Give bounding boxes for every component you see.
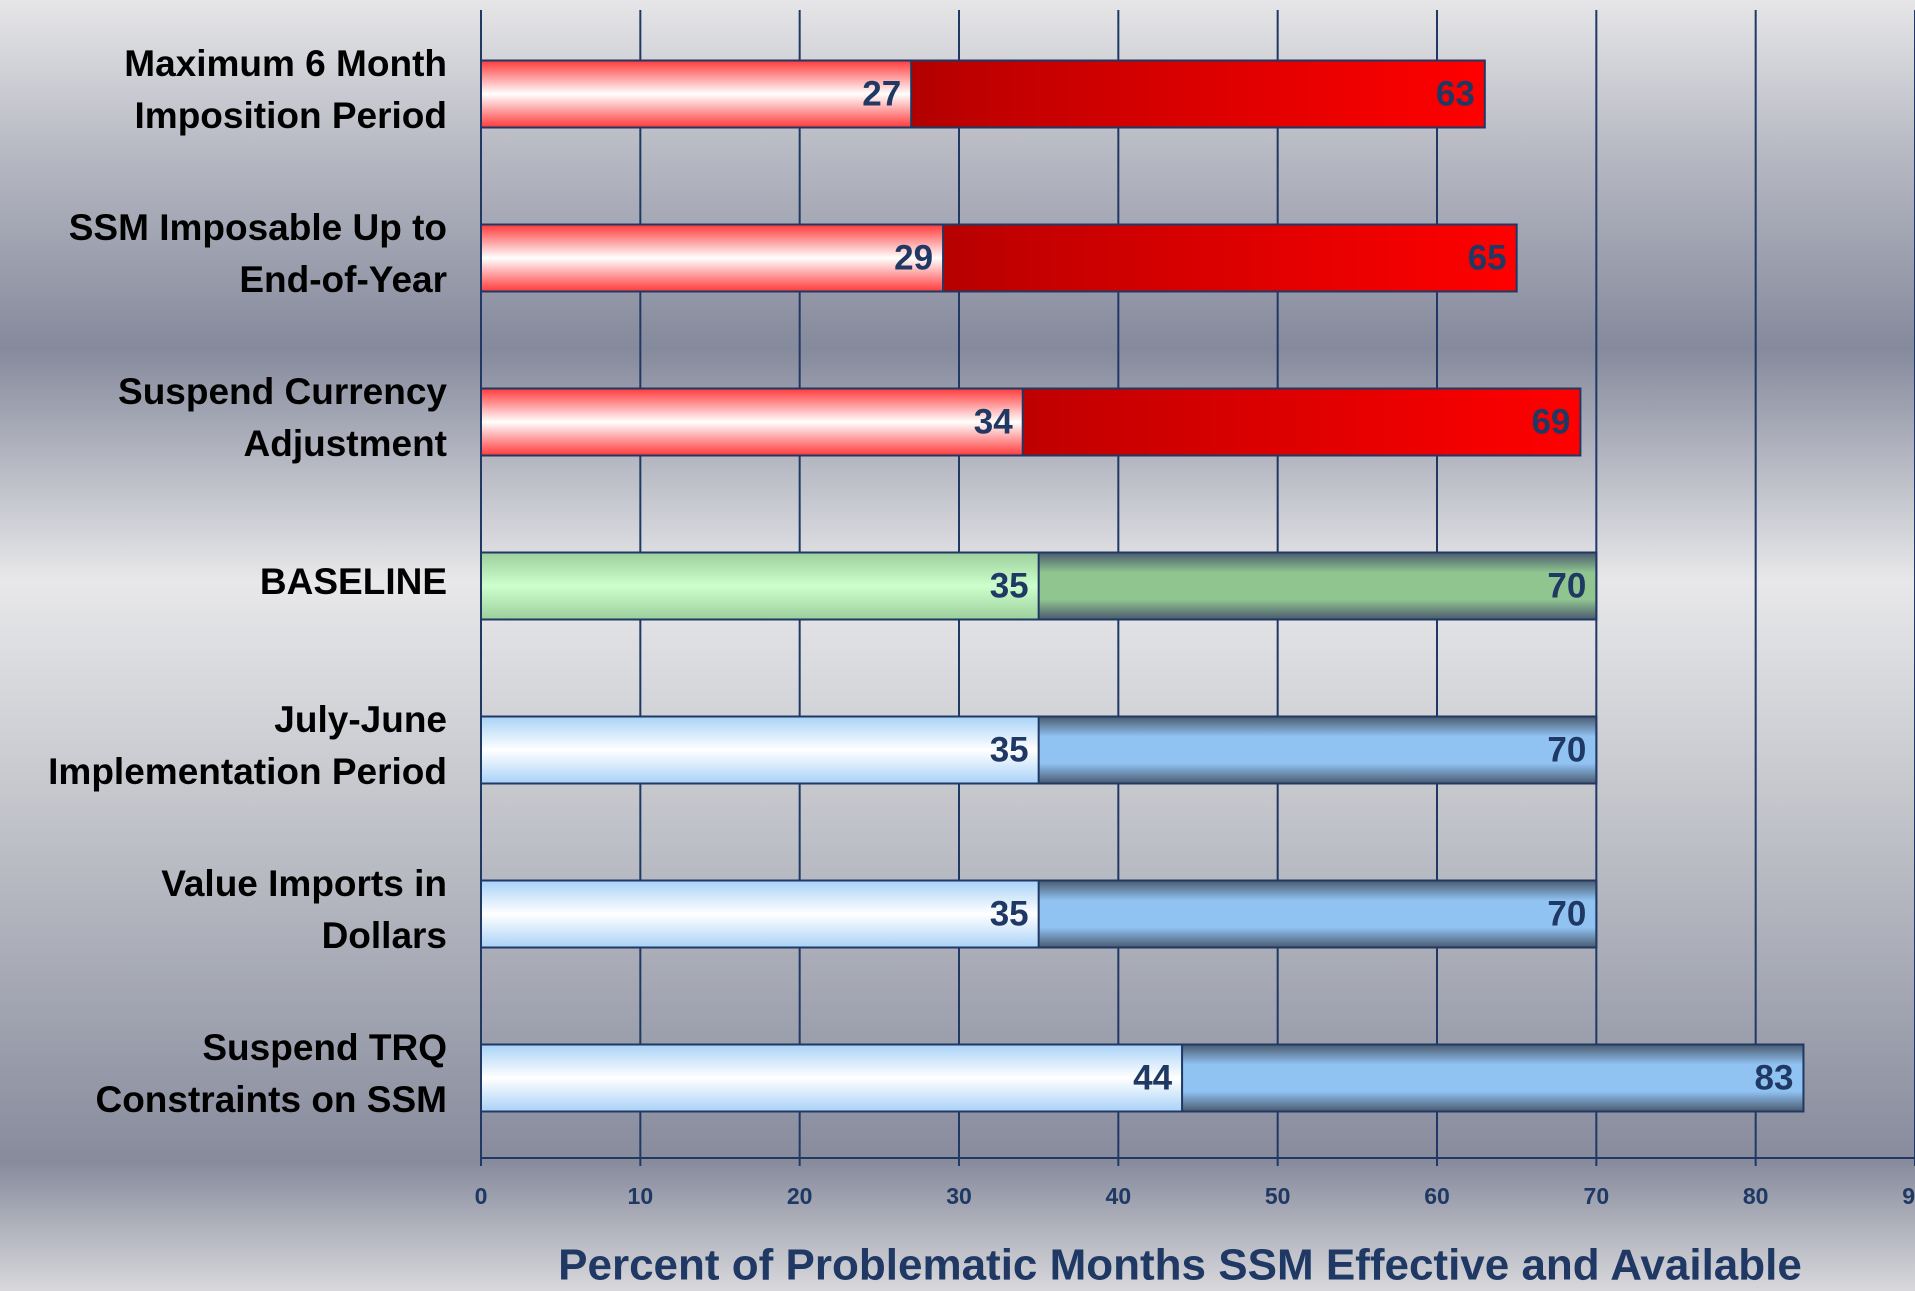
x-tick-label: 90 [1902,1183,1915,1209]
x-tick-label: 70 [1584,1183,1610,1209]
y-tick-label: Suspend TRQ [202,1027,447,1068]
x-tick-label: 0 [475,1183,488,1209]
value-label: 34 [974,402,1013,441]
x-tick-label: 10 [628,1183,654,1209]
bar [480,551,1040,621]
y-tick-label: Value Imports in [161,863,447,904]
x-tick-label: 80 [1743,1183,1769,1209]
value-label: 44 [1133,1058,1172,1097]
bar [480,715,1040,785]
x-tick-label: 40 [1106,1183,1132,1209]
x-tick-label: 50 [1265,1183,1291,1209]
y-tick-label: End-of-Year [239,259,447,300]
y-tick-label: Implementation Period [48,751,447,792]
value-label: 70 [1547,730,1586,769]
y-tick-label: BASELINE [260,561,447,602]
value-label: 83 [1755,1058,1794,1097]
bar [480,1043,1184,1113]
x-tick-label: 30 [946,1183,972,1209]
bar [480,879,1040,949]
value-label: 35 [990,730,1029,769]
x-tick-label: 20 [787,1183,813,1209]
value-label: 69 [1531,402,1570,441]
y-tick-label: Dollars [322,915,447,956]
y-tick-label: Constraints on SSM [95,1079,447,1120]
bar [480,59,913,129]
bar [480,387,1024,457]
x-axis-title: Percent of Problematic Months SSM Effect… [558,1241,1802,1290]
value-label: 35 [990,894,1029,933]
y-tick-label: July-June [274,699,447,740]
value-label: 27 [862,74,901,113]
y-tick-label: Maximum 6 Month [124,43,447,84]
value-label: 70 [1547,894,1586,933]
x-tick-label: 60 [1424,1183,1450,1209]
y-tick-label: Adjustment [244,423,448,464]
bar [480,223,945,293]
value-label: 70 [1547,566,1586,605]
value-label: 63 [1436,74,1475,113]
value-label: 29 [894,238,933,277]
y-tick-label: SSM Imposable Up to [69,207,447,248]
y-tick-label: Suspend Currency [118,371,447,412]
value-label: 65 [1468,238,1507,277]
y-tick-label: Imposition Period [135,95,447,136]
value-label: 35 [990,566,1029,605]
